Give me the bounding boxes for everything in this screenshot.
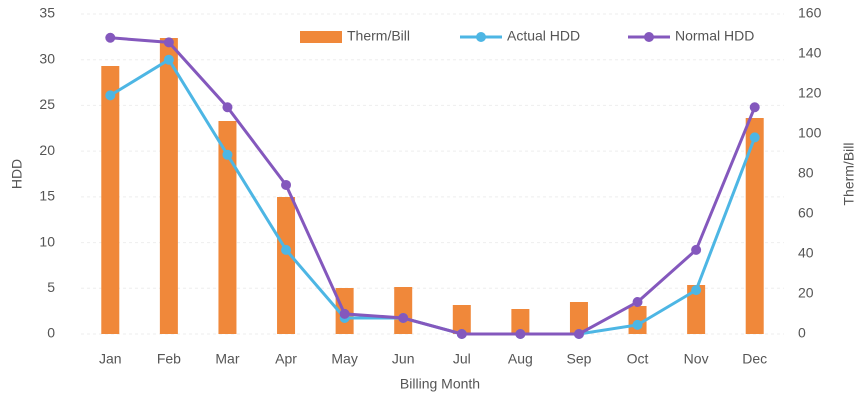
x-tick-label: Sep (566, 351, 591, 367)
point (163, 37, 174, 48)
y2-tick-label: 20 (798, 285, 814, 301)
x-tick-label: Jan (99, 351, 122, 367)
y-tick-label: 5 (47, 279, 55, 295)
point (632, 319, 643, 330)
x-tick-label: Aug (508, 351, 533, 367)
y2-tick-label: 120 (798, 85, 822, 101)
legend-swatch (300, 31, 342, 43)
point (456, 329, 467, 339)
bar (159, 38, 178, 334)
x-tick-label: Jul (453, 351, 471, 367)
x-axis-label: Billing Month (400, 376, 480, 392)
point (515, 329, 526, 339)
point (281, 244, 292, 255)
legend-label: Therm/Bill (347, 28, 410, 44)
bar (218, 121, 237, 334)
y2-tick-label: 60 (798, 205, 814, 221)
bar (452, 305, 471, 334)
y2-tick-label: 40 (798, 245, 814, 261)
legend-label: Actual HDD (507, 28, 580, 44)
point (398, 313, 409, 323)
x-tick-label: Nov (684, 351, 709, 367)
bar (569, 302, 588, 334)
x-tick-label: Jun (392, 351, 415, 367)
x-tick-label: Apr (275, 351, 297, 367)
y-tick-label: 25 (39, 96, 55, 112)
y2-tick-label: 140 (798, 45, 822, 61)
bar (277, 197, 296, 334)
point (691, 285, 702, 296)
point (281, 179, 292, 190)
point (163, 54, 174, 65)
line (110, 36, 757, 336)
point (105, 90, 116, 101)
point (749, 132, 760, 143)
y-tick-label: 15 (39, 188, 55, 204)
x-tick-label: May (331, 351, 357, 367)
y2-axis-label: Therm/Bill (841, 142, 857, 205)
y-axis-label: HDD (9, 159, 25, 189)
y2-tick-label: 0 (798, 325, 806, 341)
y-tick-label: 35 (39, 5, 55, 21)
x-tick-label: Dec (742, 351, 767, 367)
bar (687, 285, 706, 334)
y-tick-label: 20 (39, 142, 55, 158)
bar (101, 66, 120, 334)
point (105, 32, 116, 43)
y2-tick-label: 100 (798, 125, 822, 141)
point (749, 102, 760, 113)
point (632, 297, 643, 307)
y2-tick-label: 160 (798, 5, 822, 21)
point (691, 244, 702, 255)
x-tick-label: Mar (215, 351, 239, 367)
point (222, 149, 233, 160)
legend-label: Normal HDD (675, 28, 754, 44)
legend-swatch (476, 32, 486, 42)
point (573, 329, 584, 339)
bar (745, 118, 764, 334)
x-tick-label: Feb (157, 351, 181, 367)
point (339, 308, 350, 319)
y-tick-label: 10 (39, 233, 55, 249)
y-tick-label: 30 (39, 50, 55, 66)
y2-tick-label: 80 (798, 165, 814, 181)
legend-swatch (644, 32, 654, 42)
point (222, 102, 233, 113)
bar (511, 309, 530, 334)
y-tick-label: 0 (47, 325, 55, 341)
bar (394, 287, 413, 334)
x-tick-label: Oct (627, 351, 649, 367)
